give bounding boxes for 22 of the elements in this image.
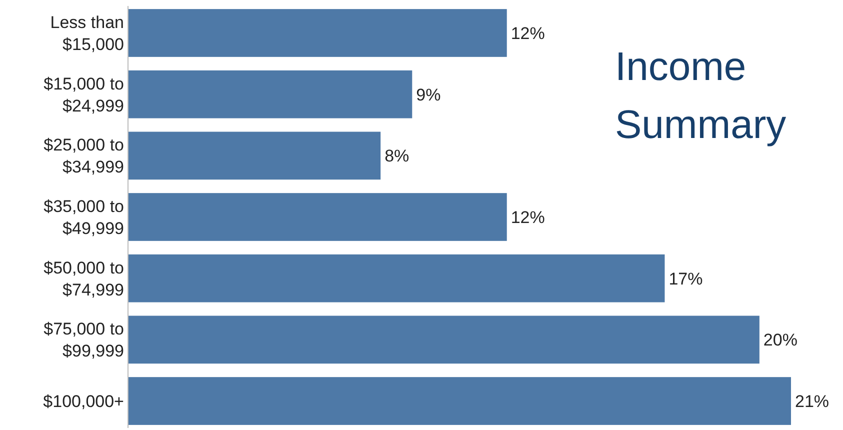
data-label: 12%: [510, 208, 545, 227]
data-label: 8%: [384, 146, 410, 166]
text: Income Summary: [615, 45, 786, 147]
bar: [128, 254, 665, 302]
y-tick-label: $15,000 to $24,999: [44, 74, 124, 116]
data-label: 12%: [510, 24, 545, 43]
bar: [128, 9, 507, 57]
y-tick-label: $75,000 to $99,999: [44, 320, 124, 361]
bar: [128, 377, 791, 425]
data-label: 20%: [763, 330, 798, 350]
data-label: 21%: [795, 392, 830, 411]
bar: [128, 132, 381, 180]
y-tick-label: $50,000 to $74,999: [44, 258, 124, 300]
bar: [128, 316, 760, 364]
data-label: 17%: [668, 269, 703, 288]
data-label: 9%: [416, 85, 441, 104]
y-tick-label: $35,000 to $49,999: [44, 196, 124, 238]
y-tick-label: $100,000+: [43, 392, 124, 411]
y-tick-label: Less than $15,000: [50, 12, 124, 54]
bar: [128, 193, 507, 241]
y-tick-label: $25,000 to $34,999: [44, 136, 124, 177]
bar: [128, 70, 412, 118]
